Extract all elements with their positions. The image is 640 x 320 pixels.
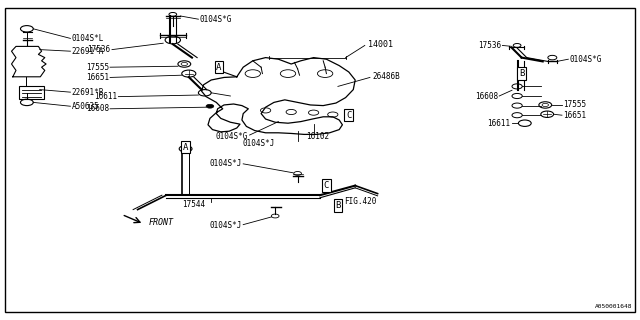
Text: B: B xyxy=(335,201,340,210)
Text: 17555: 17555 xyxy=(563,100,586,109)
Text: FIG.420: FIG.420 xyxy=(344,197,377,206)
Text: FRONT: FRONT xyxy=(148,218,173,227)
Text: 0104S*J: 0104S*J xyxy=(243,139,275,148)
Text: A: A xyxy=(216,63,221,72)
Text: 17544: 17544 xyxy=(182,200,205,209)
Text: C: C xyxy=(346,111,351,120)
Text: 0104S*G: 0104S*G xyxy=(215,132,248,140)
Text: 22691*A: 22691*A xyxy=(72,47,104,56)
Text: 16651: 16651 xyxy=(86,73,109,82)
Text: 16608: 16608 xyxy=(475,92,498,100)
Text: 0104S*J: 0104S*J xyxy=(209,159,242,168)
Text: A050001648: A050001648 xyxy=(595,304,632,309)
Text: 17536: 17536 xyxy=(478,41,501,50)
Text: 16102: 16102 xyxy=(306,132,329,141)
Text: 17536: 17536 xyxy=(87,45,110,54)
Text: 16608: 16608 xyxy=(86,104,109,113)
Text: 16611: 16611 xyxy=(488,119,511,128)
Text: 16611: 16611 xyxy=(94,92,117,101)
Text: A: A xyxy=(183,143,188,152)
Text: 0104S*G: 0104S*G xyxy=(570,55,602,64)
Text: 14001: 14001 xyxy=(368,40,393,49)
Text: 16651: 16651 xyxy=(563,111,586,120)
Text: 0104S*J: 0104S*J xyxy=(209,221,242,230)
Text: 0104S*G: 0104S*G xyxy=(200,15,232,24)
Bar xyxy=(19,86,44,99)
Text: B: B xyxy=(519,69,524,78)
Text: 22691*B: 22691*B xyxy=(72,88,104,97)
Text: 0104S*L: 0104S*L xyxy=(72,34,104,43)
Text: C: C xyxy=(324,181,329,190)
Text: A50635: A50635 xyxy=(72,102,99,111)
Text: 26486B: 26486B xyxy=(372,72,400,81)
Circle shape xyxy=(206,104,214,108)
Text: 17555: 17555 xyxy=(86,63,109,72)
